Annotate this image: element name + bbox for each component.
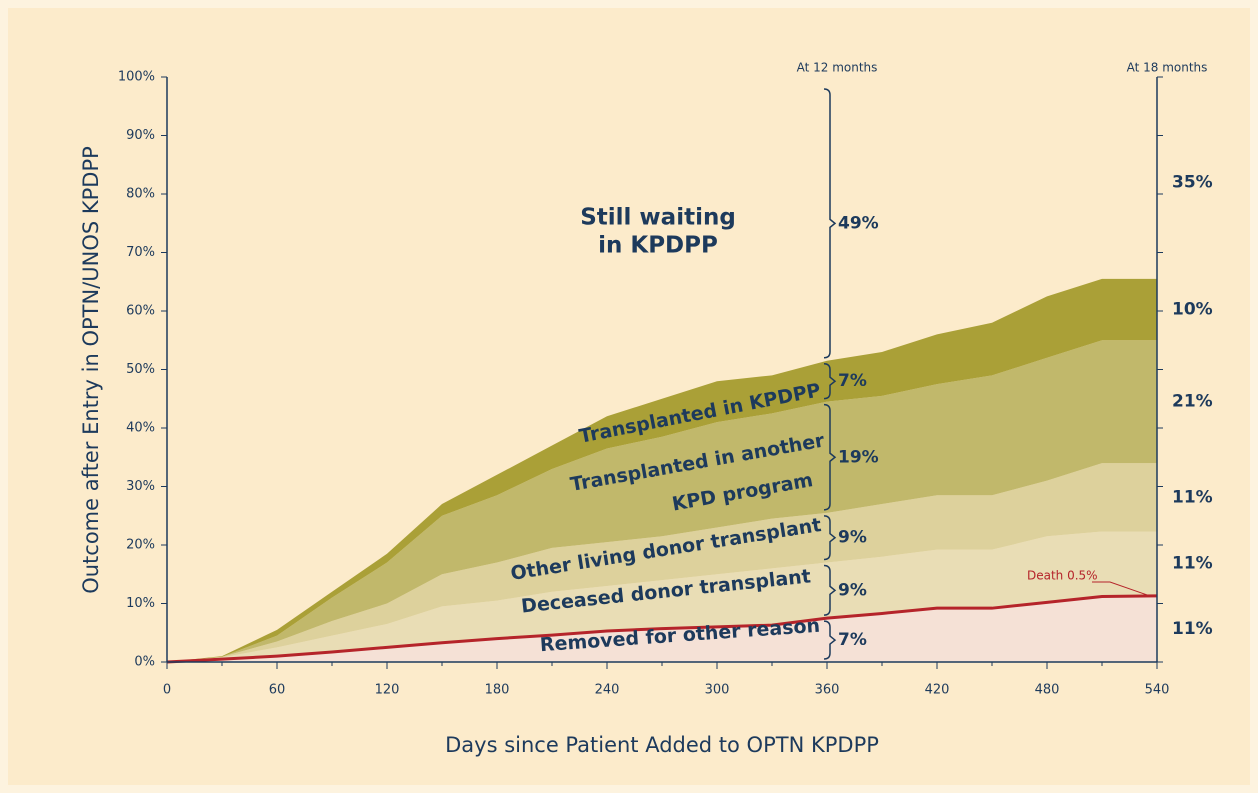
y-tick-label: 40% — [126, 421, 155, 436]
series-label: in KPDPP — [598, 233, 718, 259]
column-title: At 18 months — [1127, 61, 1208, 75]
x-tick-label: 180 — [485, 683, 510, 698]
value-label: 7% — [838, 630, 867, 650]
bracket — [823, 362, 837, 400]
column-title: At 12 months — [797, 61, 878, 75]
x-tick-label: 480 — [1035, 683, 1060, 698]
value-label: 21% — [1172, 392, 1213, 412]
value-label: 11% — [1172, 487, 1213, 507]
y-axis-title: Outcome after Entry in OPTN/UNOS KPDPP — [79, 146, 103, 594]
series-label: Still waiting — [580, 205, 736, 231]
y-tick-label: 90% — [126, 128, 155, 143]
bracket — [823, 564, 837, 616]
y-tick-label: 0% — [134, 655, 155, 670]
value-label: 7% — [838, 371, 867, 391]
annotation: Death 0.5% — [1027, 569, 1098, 583]
value-label: 9% — [838, 528, 867, 548]
area — [167, 463, 1157, 662]
value-label: 19% — [838, 447, 879, 467]
x-tick-label: 60 — [269, 683, 286, 698]
y-tick-label: 50% — [126, 362, 155, 377]
area — [167, 531, 1157, 662]
y-tick-label: 10% — [126, 596, 155, 611]
x-tick-label: 120 — [375, 683, 400, 698]
value-label: 49% — [838, 213, 879, 233]
line — [166, 594, 1158, 664]
value-label: 35% — [1172, 172, 1213, 192]
x-tick-label: 360 — [815, 683, 840, 698]
y-tick-label: 70% — [126, 245, 155, 260]
y-tick-label: 20% — [126, 538, 155, 553]
bracket — [823, 620, 837, 660]
value-label: 10% — [1172, 300, 1213, 320]
annotation-line — [1092, 581, 1151, 597]
x-tick-label: 0 — [163, 683, 171, 698]
x-tick-label: 540 — [1145, 683, 1170, 698]
y-tick-label: 80% — [126, 187, 155, 202]
value-label: 11% — [1172, 619, 1213, 639]
y-tick-label: 30% — [126, 479, 155, 494]
x-tick-label: 300 — [705, 683, 730, 698]
bracket — [823, 515, 837, 561]
area — [167, 278, 1157, 662]
bracket — [823, 403, 837, 511]
x-tick-label: 420 — [925, 683, 950, 698]
value-label: 11% — [1172, 554, 1213, 574]
bracket — [823, 88, 837, 359]
y-tick-label: 60% — [126, 304, 155, 319]
x-axis-title: Days since Patient Added to OPTN KPDPP — [445, 733, 879, 757]
area — [167, 340, 1157, 662]
value-label: 9% — [838, 580, 867, 600]
x-tick-label: 240 — [595, 683, 620, 698]
y-tick-label: 100% — [118, 70, 155, 85]
